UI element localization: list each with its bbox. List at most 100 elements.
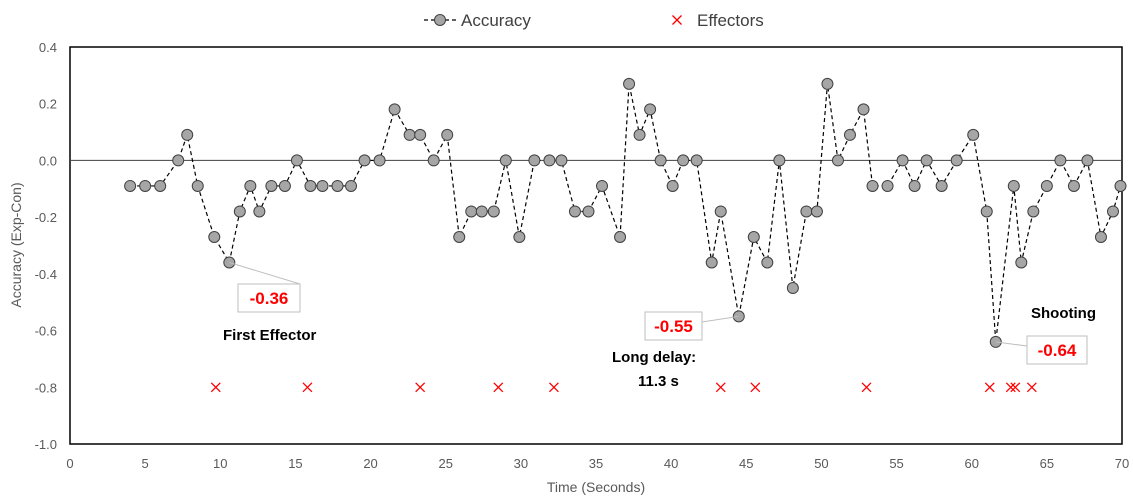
y-tick-labels: 0.4 0.2 0.0 -0.2 -0.4 -0.6 -0.8 -1.0 (35, 40, 57, 452)
annotation-leader (995, 341, 1028, 347)
accuracy-point (596, 179, 609, 192)
accuracy-point (633, 128, 646, 141)
accuracy-point (935, 179, 948, 192)
accuracy-point (345, 179, 358, 192)
accuracy-point (800, 205, 813, 218)
accuracy-point (810, 205, 823, 218)
annotation-value: -0.55 (654, 317, 693, 336)
accuracy-point (857, 103, 870, 116)
x-tick-label: 40 (664, 456, 678, 471)
accuracy-point (290, 154, 303, 167)
effector-marker (493, 382, 504, 393)
annotation-box (1026, 335, 1088, 365)
effector-marker (750, 382, 761, 393)
effector-marker (1005, 382, 1016, 393)
accuracy-point (831, 154, 844, 167)
accuracy-point (1015, 256, 1028, 269)
y-tick-label: -0.6 (35, 324, 57, 339)
x-tick-label: 35 (589, 456, 603, 471)
x-tick-label: 50 (814, 456, 828, 471)
accuracy-point (304, 179, 317, 192)
x-tick-label: 0 (66, 456, 73, 471)
accuracy-point (623, 77, 636, 90)
series-accuracy (124, 77, 1127, 348)
accuracy-point (278, 179, 291, 192)
y-tick-label: -0.2 (35, 210, 57, 225)
y-tick-label: 0.4 (39, 40, 57, 55)
accuracy-point (1114, 179, 1127, 192)
accuracy-point (614, 230, 627, 243)
x-tick-label: 20 (363, 456, 377, 471)
x-tick-label: 55 (889, 456, 903, 471)
annotations: -0.36 First Effector -0.55 Long delay: 11.3 … (223, 262, 1096, 390)
accuracy-point (881, 179, 894, 192)
legend-accuracy: Accuracy (424, 11, 531, 30)
x-tick-label: 60 (964, 456, 978, 471)
legend-effectors-label: Effectors (697, 11, 764, 30)
accuracy-point (714, 205, 727, 218)
accuracy-point (265, 179, 278, 192)
accuracy-point (316, 179, 329, 192)
accuracy-point (453, 230, 466, 243)
annotation-box (644, 311, 703, 341)
accuracy-point (582, 205, 595, 218)
x-axis-title: Time (Seconds) (547, 479, 645, 495)
accuracy-point (761, 256, 774, 269)
legend-accuracy-label: Accuracy (461, 11, 531, 30)
accuracy-point (555, 154, 568, 167)
accuracy-point (773, 154, 786, 167)
effector-marker (861, 382, 872, 393)
accuracy-point (414, 128, 427, 141)
annotation-value: -0.36 (250, 289, 289, 308)
accuracy-point (786, 282, 799, 295)
effector-marker (548, 382, 559, 393)
accuracy-point (747, 230, 760, 243)
accuracy-point (1081, 154, 1094, 167)
legend-effectors-marker (672, 15, 682, 25)
x-tick-label: 65 (1040, 456, 1054, 471)
accuracy-point (568, 205, 581, 218)
y-axis-title: Accuracy (Exp-Con) (8, 182, 24, 307)
accuracy-point (920, 154, 933, 167)
accuracy-point (181, 128, 194, 141)
accuracy-point (139, 179, 152, 192)
annotation: -0.64 Shooting (995, 305, 1096, 365)
annotation-value: -0.64 (1038, 341, 1077, 360)
accuracy-point (124, 179, 137, 192)
effector-marker (302, 382, 313, 393)
accuracy-point (843, 128, 856, 141)
annotation-box (237, 283, 301, 313)
effector-marker (984, 382, 995, 393)
accuracy-point (705, 256, 718, 269)
x-tick-label: 70 (1115, 456, 1129, 471)
accuracy-point (644, 103, 657, 116)
accuracy-point (487, 205, 500, 218)
accuracy-point (1027, 205, 1040, 218)
x-tick-label: 10 (213, 456, 227, 471)
accuracy-point (253, 205, 266, 218)
y-tick-label: -0.8 (35, 380, 57, 395)
accuracy-point (373, 154, 386, 167)
x-tick-label: 30 (514, 456, 528, 471)
effector-marker (1010, 382, 1021, 393)
accuracy-point (967, 128, 980, 141)
accuracy-point (866, 179, 879, 192)
annotation-caption: 11.3 s (638, 373, 679, 390)
accuracy-point (666, 179, 679, 192)
accuracy-point (896, 154, 909, 167)
series-effectors (210, 382, 1037, 393)
legend-accuracy-marker (434, 14, 446, 26)
accuracy-point (543, 154, 556, 167)
accuracy-point (513, 230, 526, 243)
accuracy-point (331, 179, 344, 192)
annotation-caption: Long delay: (612, 349, 696, 366)
accuracy-point (244, 179, 257, 192)
accuracy-point (388, 103, 401, 116)
accuracy-point (358, 154, 371, 167)
accuracy-point (690, 154, 703, 167)
x-tick-label: 5 (142, 456, 149, 471)
accuracy-point (465, 205, 478, 218)
annotation-caption: First Effector (223, 327, 317, 344)
accuracy-point (1040, 179, 1053, 192)
